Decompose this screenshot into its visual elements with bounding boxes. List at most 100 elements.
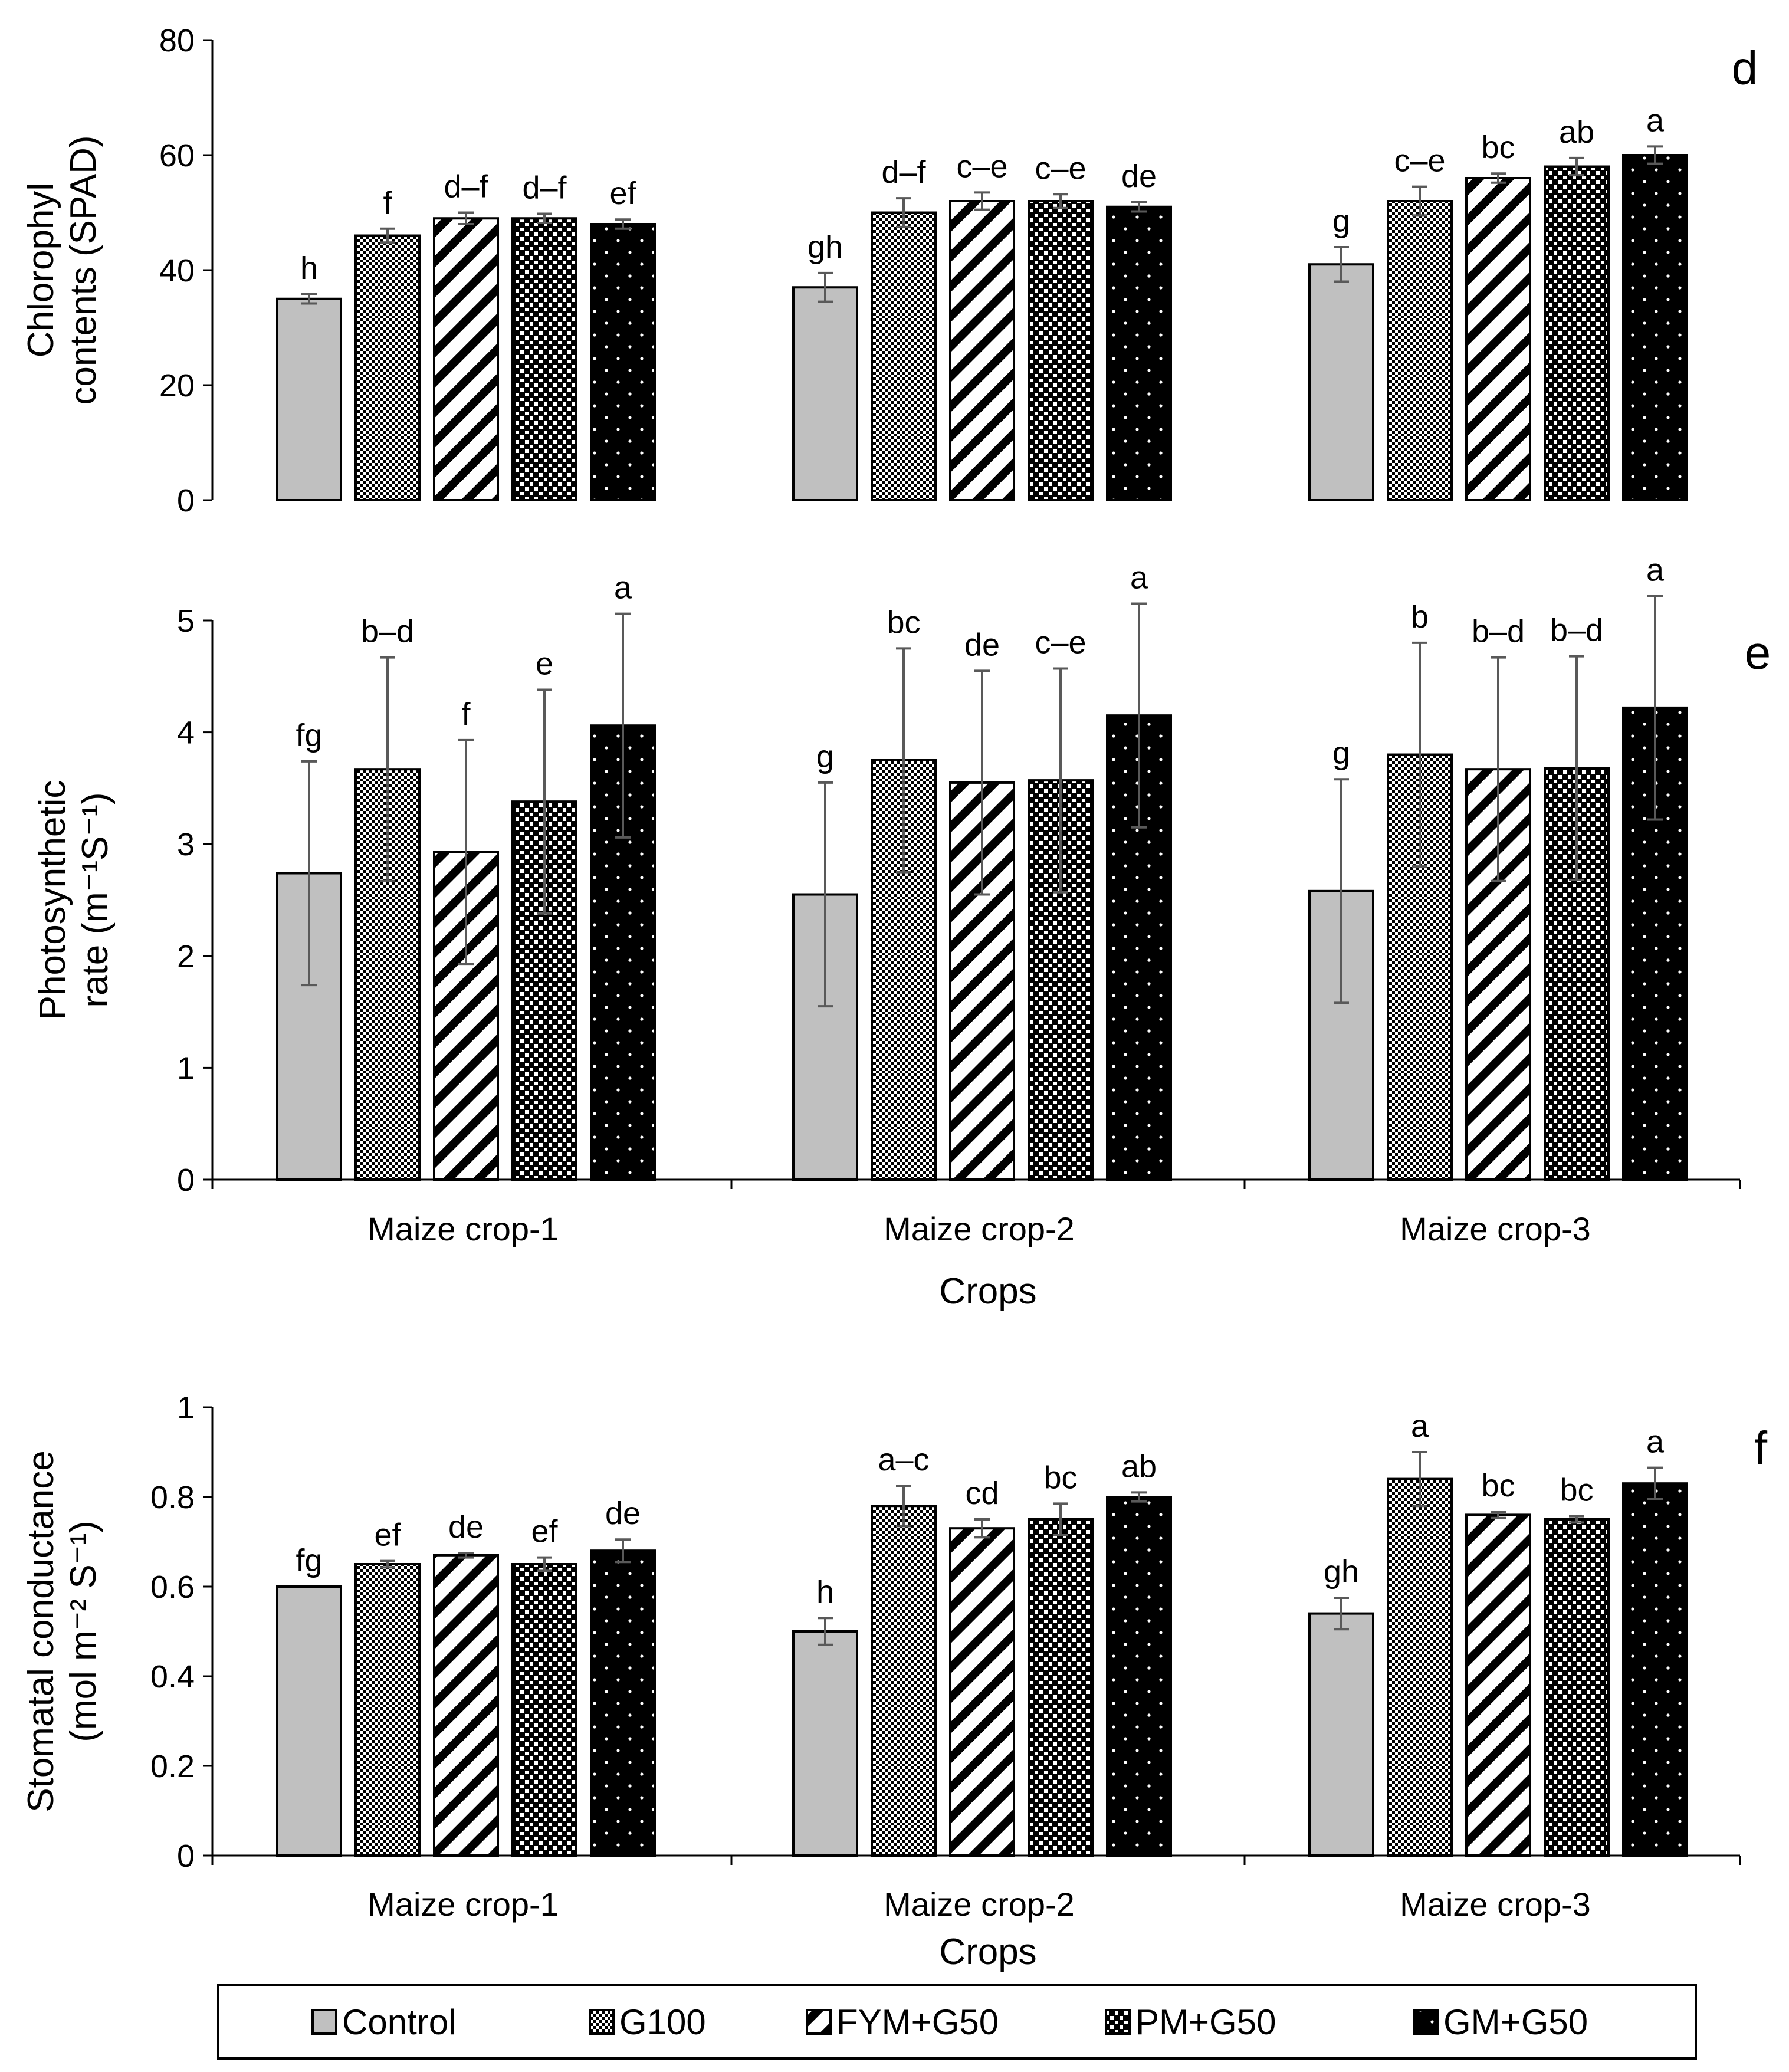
y-axis-title-line: Stomatal conductance [21, 1450, 61, 1812]
y-tick-label: 1 [177, 1050, 195, 1086]
bar [590, 223, 656, 501]
error-bar [896, 1485, 911, 1528]
bar [1465, 177, 1531, 501]
significance-letter: g [816, 739, 834, 774]
significance-letter: e [536, 646, 553, 682]
error-bar [301, 293, 317, 305]
bar [354, 234, 421, 501]
error-bar [1053, 667, 1068, 894]
bar [276, 297, 342, 501]
y-axis-title-line: Chlorophyl [21, 183, 61, 357]
error-bar [1412, 641, 1427, 868]
significance-letter: bc [1043, 1460, 1077, 1495]
y-axis-title-line: contents (SPAD) [63, 135, 104, 405]
error-bar [1053, 1502, 1068, 1536]
bar [1308, 1612, 1374, 1857]
error-bar [1569, 1515, 1584, 1524]
bar [871, 211, 937, 501]
significance-letter: ef [374, 1518, 401, 1553]
significance-letter: ef [609, 176, 636, 211]
significance-letter: bc [1481, 1468, 1515, 1503]
bar [1544, 165, 1610, 501]
x-axis-title: Crops [939, 1271, 1036, 1312]
y-tick-label: 0.2 [150, 1749, 195, 1784]
significance-letter: b–d [361, 614, 414, 649]
error-bar [1412, 1451, 1427, 1508]
error-bar [1412, 185, 1427, 217]
significance-letter: a [1646, 1424, 1665, 1460]
error-bar [1569, 156, 1584, 177]
error-bar [896, 647, 911, 874]
bar [1622, 154, 1688, 501]
bar [1544, 1518, 1610, 1857]
significance-letter: de [1121, 159, 1157, 194]
error-bar [1131, 201, 1147, 213]
significance-letter: a [1646, 103, 1665, 138]
significance-letter: a [1130, 560, 1148, 596]
y-tick-label: 0.4 [150, 1659, 195, 1695]
legend-item: PM+G50 [1105, 2002, 1276, 2042]
error-bar [1491, 656, 1506, 882]
error-bar [818, 271, 833, 303]
y-axis-title-line: Photosynthetic [32, 780, 73, 1020]
error-bar [1647, 595, 1663, 821]
panel-letter: f [1754, 1422, 1768, 1475]
panel-letter: d [1732, 42, 1758, 94]
legend-label: PM+G50 [1135, 2002, 1276, 2042]
legend-item: FYM+G50 [806, 2002, 999, 2042]
bar [1106, 205, 1172, 501]
legend-swatch [1105, 2009, 1131, 2035]
error-bar [1334, 778, 1349, 1004]
y-axis-title-line: (mol m⁻² S⁻¹) [63, 1521, 104, 1742]
significance-letter: ab [1121, 1449, 1157, 1484]
significance-letter: c–e [956, 149, 1007, 184]
y-axis-title: Chlorophylcontents (SPAD) [21, 135, 104, 405]
error-bar [380, 1559, 395, 1569]
x-category-label: Maize crop-2 [884, 1210, 1075, 1247]
significance-letter: a [614, 570, 632, 606]
significance-letter: d–f [522, 170, 567, 205]
bar [1106, 1496, 1172, 1857]
significance-letter: cd [965, 1476, 999, 1511]
x-category-label: Maize crop-2 [884, 1886, 1075, 1923]
x-category-label: Maize crop-3 [1400, 1210, 1591, 1247]
bar [1387, 1477, 1453, 1857]
error-bar [380, 656, 395, 882]
significance-letter: b [1411, 599, 1429, 635]
y-tick-label: 3 [177, 827, 195, 862]
bar [511, 1563, 577, 1857]
error-bar [974, 669, 990, 896]
error-bar [1491, 172, 1506, 184]
significance-letter: c–e [1035, 150, 1086, 186]
bar [792, 1630, 858, 1857]
significance-letter: f [383, 185, 392, 221]
error-bar [458, 1552, 474, 1559]
error-bar [615, 218, 631, 230]
bar [792, 286, 858, 501]
error-bar [818, 1617, 833, 1646]
panel-letter: e [1745, 626, 1771, 679]
error-bar [896, 197, 911, 228]
error-bar [1647, 1466, 1663, 1500]
bar [949, 1527, 1015, 1857]
chart-panel-d: 0 20 40 60 80 Chlorophylcontents (SPAD) d h gh g f… [21, 23, 1758, 518]
legend-label: G100 [619, 2002, 706, 2042]
y-tick-label: 0 [177, 483, 195, 518]
significance-letter: de [448, 1509, 484, 1545]
error-bar [615, 612, 631, 839]
error-bar [1569, 655, 1584, 881]
legend-label: Control [342, 2002, 456, 2042]
error-bar [974, 191, 990, 211]
x-category-label: Maize crop-1 [367, 1210, 559, 1247]
significance-letter: b–d [1550, 613, 1603, 648]
significance-letter: d–f [444, 169, 488, 205]
y-tick-label: 0.6 [150, 1569, 195, 1605]
bar [1028, 200, 1094, 501]
bar [590, 1549, 656, 1857]
significance-letter: gh [807, 229, 843, 265]
y-tick-label: 20 [159, 368, 195, 403]
significance-letter: ab [1559, 114, 1594, 150]
significance-letter: fg [296, 1543, 322, 1578]
